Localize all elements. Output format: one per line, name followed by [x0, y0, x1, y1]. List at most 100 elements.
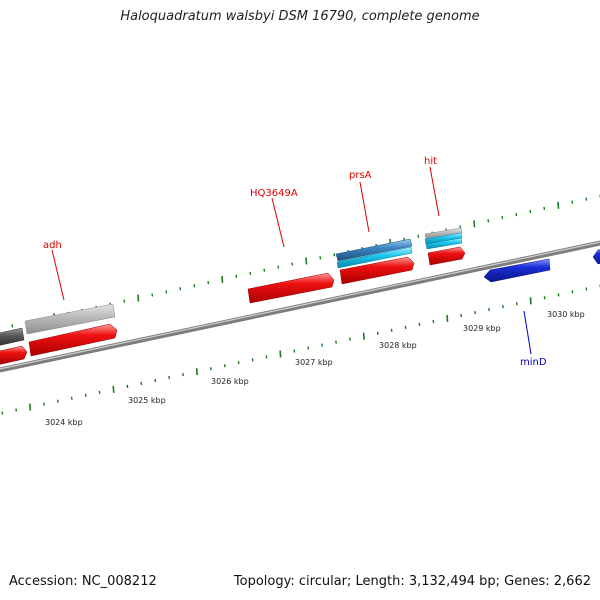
minor-tick	[529, 209, 532, 214]
major-tick	[29, 403, 32, 411]
minor-tick	[223, 364, 226, 368]
gene-label-prsa: prsA	[349, 170, 372, 181]
tick-label-3024: 3024 kbp	[45, 418, 83, 427]
minor-tick	[11, 324, 14, 328]
gene-arrow-adh-gray	[24, 303, 116, 335]
minor-tick	[321, 343, 324, 347]
minor-tick	[333, 253, 336, 257]
gene-arrow-partial-red	[0, 345, 28, 365]
leader-adh	[51, 249, 65, 301]
minor-tick	[168, 375, 171, 380]
tick-label-3028: 3028 kbp	[379, 341, 417, 350]
minor-tick	[154, 378, 157, 383]
minor-tick	[417, 234, 420, 238]
minor-tick	[235, 274, 238, 279]
major-tick	[557, 201, 560, 209]
gene-arrow-hq3649a	[247, 272, 335, 304]
tick-label-3030: 3030 kbp	[547, 310, 585, 319]
tick-labels: 3024 kbp 3025 kbp 3026 kbp 3027 kbp 3028…	[45, 310, 585, 427]
minor-tick	[571, 200, 574, 204]
major-tick	[362, 332, 365, 340]
major-tick	[279, 350, 282, 358]
minor-tick	[98, 390, 101, 394]
tick-label-3029: 3029 kbp	[463, 324, 501, 333]
minor-tick	[501, 216, 504, 220]
leader-hit	[429, 166, 440, 217]
minor-tick	[488, 308, 490, 312]
minor-tick	[515, 302, 518, 306]
minor-tick	[277, 265, 280, 269]
minor-tick	[557, 293, 560, 297]
minor-tick	[151, 293, 154, 297]
rna-arrow-hit-cyan-1	[424, 232, 463, 245]
rna-arrow-hit-gray	[424, 227, 463, 240]
gene-arrow-mind	[483, 258, 551, 283]
minor-tick	[165, 290, 168, 294]
major-tick	[221, 275, 224, 284]
gene-arrow-adh	[28, 323, 118, 357]
minor-tick	[70, 396, 73, 400]
minor-tick	[543, 296, 546, 300]
minor-tick	[84, 393, 87, 397]
minor-tick	[207, 280, 210, 285]
leader-mind	[523, 310, 532, 355]
feature-arrows	[0, 227, 600, 365]
gene-labels: adh HQ3649A prsA hit minD	[43, 156, 547, 368]
map-title: Haloquadratum walsbyi DSM 16790, complet…	[120, 9, 480, 24]
gene-label-hit: hit	[424, 156, 437, 167]
rna-arrow-prsa-cyan	[336, 246, 413, 269]
minor-tick	[418, 322, 421, 327]
major-tick	[529, 297, 532, 305]
genome-backbone	[0, 240, 600, 373]
major-tick	[195, 368, 198, 376]
minor-tick	[263, 268, 266, 272]
gene-arrow-partial-blue	[592, 249, 600, 265]
minor-tick	[193, 284, 196, 288]
minor-tick	[585, 197, 588, 201]
gene-arrow-hit	[427, 246, 466, 266]
minor-tick	[179, 287, 182, 291]
tick-label-3025: 3025 kbp	[128, 396, 166, 405]
minor-tick	[15, 408, 18, 412]
minor-tick	[501, 305, 504, 309]
major-tick	[446, 314, 449, 323]
minor-tick	[251, 358, 254, 362]
major-tick	[112, 385, 115, 393]
rna-arrow-hit-cyan-2	[425, 237, 463, 250]
minor-tick	[126, 384, 129, 389]
minor-tick	[543, 206, 546, 210]
minor-tick	[209, 367, 212, 371]
minor-tick	[348, 337, 351, 341]
minor-tick	[571, 290, 574, 294]
topology-stats-text: Topology: circular; Length: 3,132,494 bp…	[233, 574, 591, 589]
minor-tick	[376, 331, 379, 335]
gene-arrow-prsa	[339, 256, 415, 285]
gene-label-mind: minD	[520, 357, 547, 368]
gene-label-adh: adh	[43, 240, 62, 251]
accession-text: Accession: NC_008212	[9, 574, 157, 589]
minor-tick	[265, 355, 268, 359]
gene-label-hq3649a: HQ3649A	[250, 188, 298, 199]
minor-tick	[335, 340, 337, 344]
minor-tick	[56, 399, 59, 403]
minor-tick	[515, 212, 518, 217]
minor-tick	[43, 402, 45, 406]
major-tick	[305, 257, 308, 265]
tick-label-3027: 3027 kbp	[295, 358, 333, 367]
minor-tick	[291, 262, 294, 266]
minor-tick	[404, 325, 407, 329]
minor-tick	[432, 319, 435, 324]
major-tick	[137, 294, 140, 302]
minor-tick	[123, 299, 126, 303]
minor-tick	[487, 219, 490, 223]
minor-tick	[319, 256, 322, 260]
minor-tick	[390, 328, 393, 332]
gene-arrow-partial-gray	[0, 327, 25, 346]
minor-tick	[140, 381, 143, 386]
inner-tick-row	[1, 284, 600, 415]
minor-tick	[182, 372, 184, 377]
minor-tick	[474, 310, 477, 315]
minor-tick	[307, 346, 310, 350]
minor-tick	[460, 313, 463, 318]
